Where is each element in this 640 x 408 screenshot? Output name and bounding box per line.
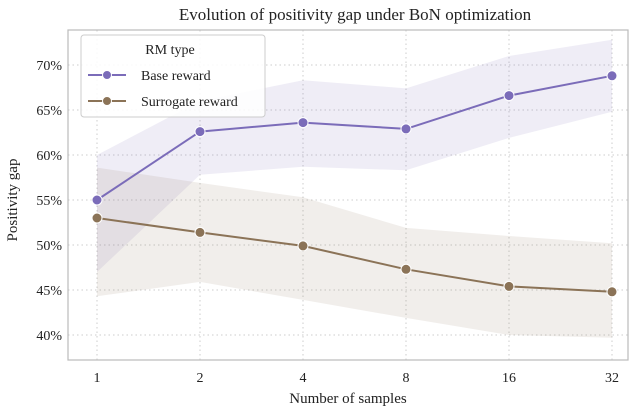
point-base: [194, 126, 206, 138]
point-surrogate: [400, 263, 412, 275]
grid: [68, 30, 628, 360]
x-tick-label: 4: [300, 371, 307, 386]
x-tick-label: 2: [197, 371, 204, 386]
legend-label-surrogate: Surrogate reward: [141, 95, 238, 110]
legend-label-base: Base reward: [141, 69, 211, 84]
legend-marker-surrogate: [102, 96, 112, 106]
plot-frame: [67, 29, 629, 361]
legend-box: [80, 34, 266, 118]
point-base: [400, 123, 412, 135]
series-lines: [91, 70, 618, 298]
y-axis-label: Positivity gap: [5, 159, 21, 242]
x-tick-label: 32: [605, 371, 619, 386]
y-tick-label: 45%: [36, 284, 62, 299]
line-base: [96, 74, 613, 201]
point-surrogate: [194, 226, 206, 238]
y-tick-label: 55%: [36, 194, 62, 209]
legend: RM type Base reward Surrogate reward: [80, 34, 266, 118]
x-axis-label: Number of samples: [289, 391, 407, 407]
point-surrogate: [606, 286, 618, 298]
point-surrogate: [297, 240, 309, 252]
point-base: [91, 194, 103, 206]
y-tick-label: 65%: [36, 104, 62, 119]
point-base: [606, 70, 618, 82]
x-tick-label: 8: [403, 371, 410, 386]
band-surrogate: [97, 167, 612, 338]
x-tick-label: 16: [502, 371, 516, 386]
point-base: [297, 117, 309, 129]
legend-title: RM type: [145, 43, 194, 58]
tick-labels: 1 2 4 8 16 32 40% 45% 50% 55% 60% 65% 70%: [36, 59, 619, 386]
point-surrogate: [91, 212, 103, 224]
y-tick-label: 50%: [36, 239, 62, 254]
y-tick-label: 60%: [36, 149, 62, 164]
chart-title: Evolution of positivity gap under BoN op…: [179, 5, 532, 24]
point-surrogate: [503, 280, 515, 292]
y-tick-label: 40%: [36, 329, 62, 344]
x-tick-label: 1: [94, 371, 101, 386]
y-tick-label: 70%: [36, 59, 62, 74]
legend-marker-base: [102, 70, 112, 80]
line-surrogate: [96, 217, 613, 293]
point-base: [503, 90, 515, 102]
